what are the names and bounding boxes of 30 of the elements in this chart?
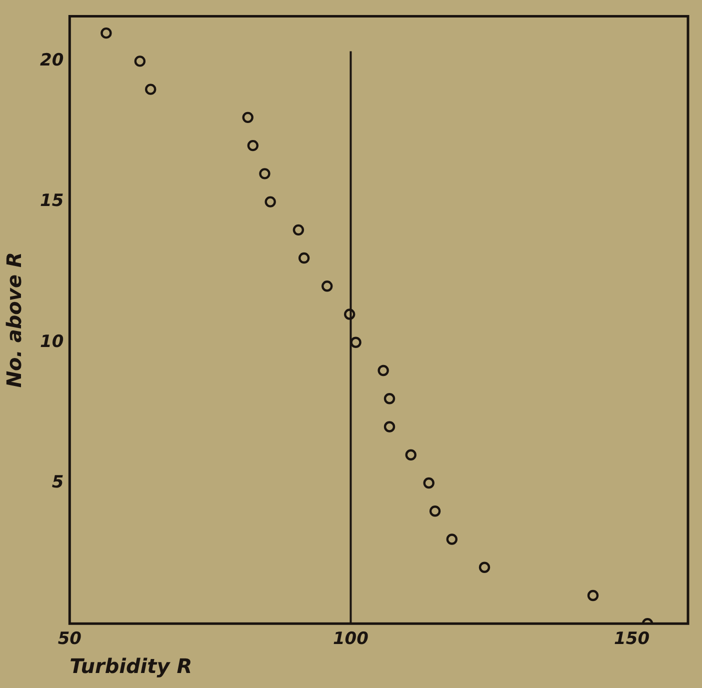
x-axis-title: Turbidity R: [70, 654, 192, 678]
point: [264, 196, 276, 208]
point: [384, 393, 396, 404]
point: [423, 477, 434, 489]
point: [405, 449, 416, 460]
point: [298, 252, 310, 264]
point: [378, 364, 389, 376]
point: [350, 336, 362, 348]
point: [446, 534, 458, 545]
point: [100, 27, 112, 39]
point: [247, 140, 259, 152]
point: [429, 506, 441, 517]
y-axis-title: No. above R: [2, 252, 26, 388]
point: [292, 224, 304, 236]
x-tick-label: 50: [58, 629, 82, 650]
y-tick-label: 20: [40, 50, 64, 71]
point: [384, 421, 396, 432]
y-tick-label: 5: [52, 472, 64, 492]
point: [344, 308, 356, 320]
y-tick-label: 15: [40, 191, 64, 212]
x-tick-label: 100: [332, 629, 369, 650]
point: [134, 56, 146, 67]
x-tick-label: 150: [614, 629, 650, 650]
point: [322, 280, 333, 292]
point: [587, 590, 599, 602]
point: [478, 562, 490, 573]
y-tick-label: 10: [40, 332, 64, 352]
point: [259, 168, 270, 180]
point: [145, 84, 156, 95]
point: [242, 112, 254, 124]
